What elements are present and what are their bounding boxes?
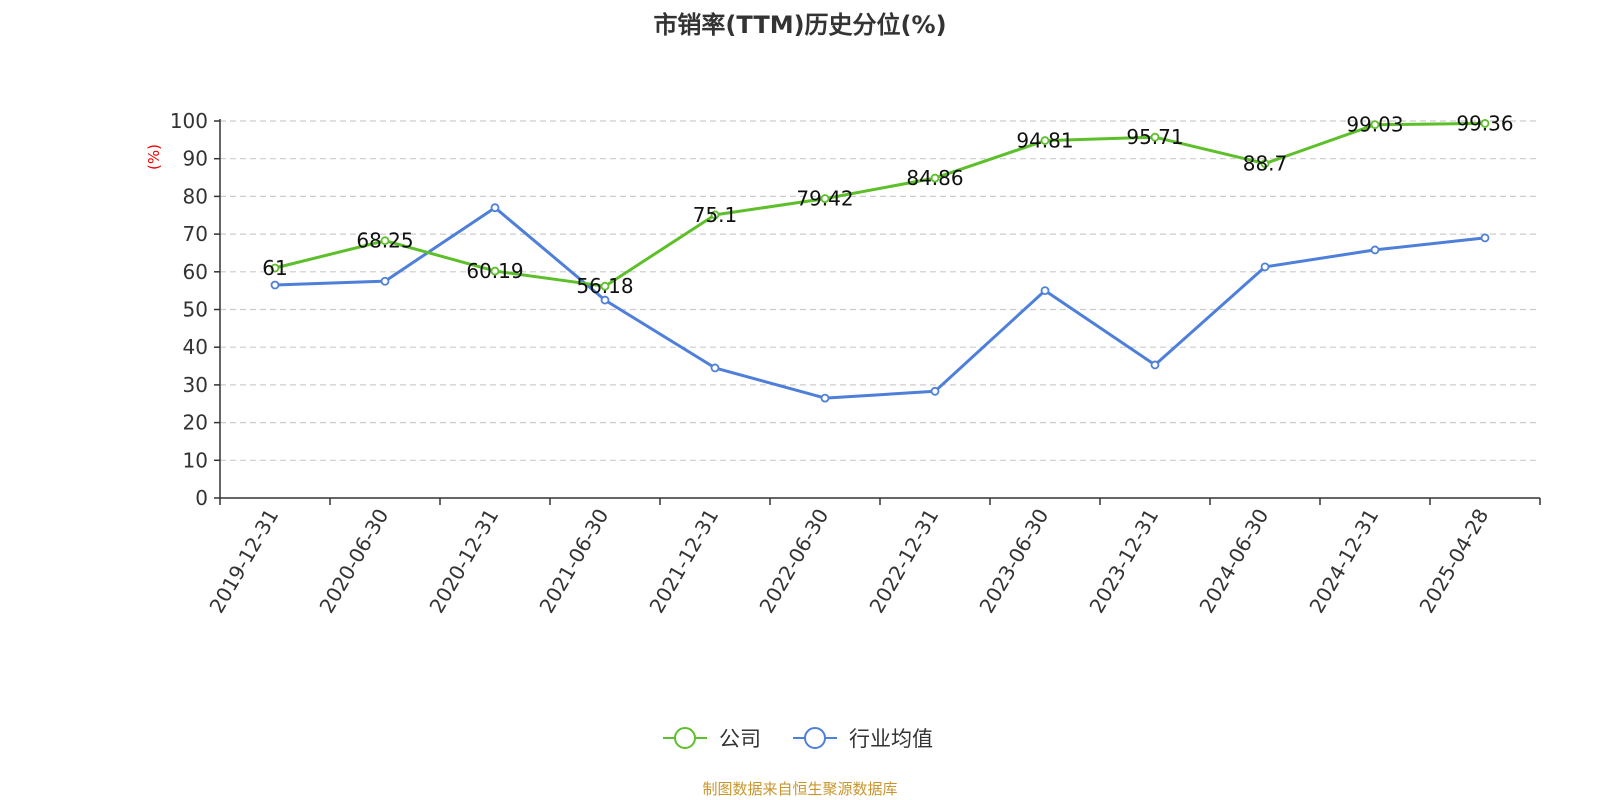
y-tick-label: 40 [183,335,208,359]
data-point[interactable] [1040,136,1050,145]
data-point[interactable] [270,280,280,290]
legend-label: 公司 [719,727,761,751]
data-point[interactable] [270,263,280,273]
data-point[interactable] [820,194,830,203]
data-label: 61 [262,256,287,280]
y-tick-label: 20 [183,411,208,435]
series-lines [270,119,1490,403]
legend-item[interactable]: 行业均值 [793,727,933,751]
data-point[interactable] [1480,233,1490,243]
data-point[interactable] [1480,119,1490,128]
x-tick-label: 2025-04-28 [1414,505,1493,618]
data-label: 95.71 [1126,125,1183,149]
data-point[interactable] [1260,159,1270,169]
gridlines [220,120,1540,461]
y-tick-label: 50 [183,298,208,322]
y-tick-label: 80 [183,184,208,208]
y-tick-label: 10 [183,448,208,472]
data-point[interactable] [490,266,500,276]
data-label: 56.18 [576,274,633,298]
y-tick-label: 90 [183,147,208,171]
y-tick-label: 30 [183,373,208,397]
data-label: 88.7 [1243,152,1288,176]
y-tick-label: 0 [195,486,208,510]
x-tick-label: 2021-06-30 [534,505,613,618]
x-tick-label: 2020-06-30 [314,505,393,618]
legend-label: 行业均值 [849,727,933,751]
data-point[interactable] [930,386,940,396]
x-tick-label: 2022-12-31 [864,505,943,618]
data-label: 79.42 [796,187,853,211]
data-point[interactable] [930,173,940,183]
data-label: 94.81 [1016,129,1073,153]
series-line [274,206,1486,400]
data-label: 60.19 [466,259,523,283]
data-point[interactable] [380,236,390,246]
legend-marker [804,727,826,749]
x-tick-label: 2019-12-31 [204,505,283,618]
data-label: 75.1 [693,203,738,227]
data-point[interactable] [600,281,610,291]
data-point[interactable] [1150,360,1160,370]
y-tick-label: 70 [183,222,208,246]
data-point[interactable] [1040,286,1050,296]
y-tick-label: 60 [183,260,208,284]
y-axis-label: (%) [145,144,163,170]
data-point[interactable] [710,363,720,373]
data-label: 99.03 [1346,113,1403,137]
data-point[interactable] [1370,245,1380,255]
x-tick-label: 2024-06-30 [1194,505,1273,618]
data-point[interactable] [490,203,500,213]
legend-item[interactable]: 公司 [663,727,761,751]
data-label: 68.25 [356,229,413,253]
data-point[interactable] [1260,262,1270,272]
x-tick-label: 2020-12-31 [424,505,503,618]
legend[interactable]: 公司 行业均值 [663,727,933,751]
data-labels: 61 68.25 60.19 56.18 75.1 79.42 84.86 94.81 95.7… [262,111,1513,298]
source-note: 制图数据来自恒生聚源数据库 [702,780,897,798]
data-point[interactable] [1150,132,1160,142]
data-point[interactable] [710,210,720,220]
x-tick-label: 2022-06-30 [754,505,833,618]
chart-title: 市销率(TTM)历史分位(%) [653,11,946,39]
x-tick-label: 2023-06-30 [974,505,1053,618]
series-line [274,121,1486,288]
x-tick-label: 2024-12-31 [1304,505,1383,618]
data-point[interactable] [380,276,390,286]
data-label: 99.36 [1456,111,1513,135]
data-point[interactable] [1370,120,1380,130]
axes: 0 10 20 30 40 50 60 70 80 90 100 2019-12-31 2020-06-… [170,109,1541,618]
y-tick-label: 100 [170,109,208,133]
legend-marker [674,727,696,749]
data-label: 84.86 [906,166,963,190]
data-point[interactable] [600,295,610,305]
data-point[interactable] [820,393,830,403]
x-tick-label: 2023-12-31 [1084,505,1163,618]
x-tick-label: 2021-12-31 [644,505,723,618]
